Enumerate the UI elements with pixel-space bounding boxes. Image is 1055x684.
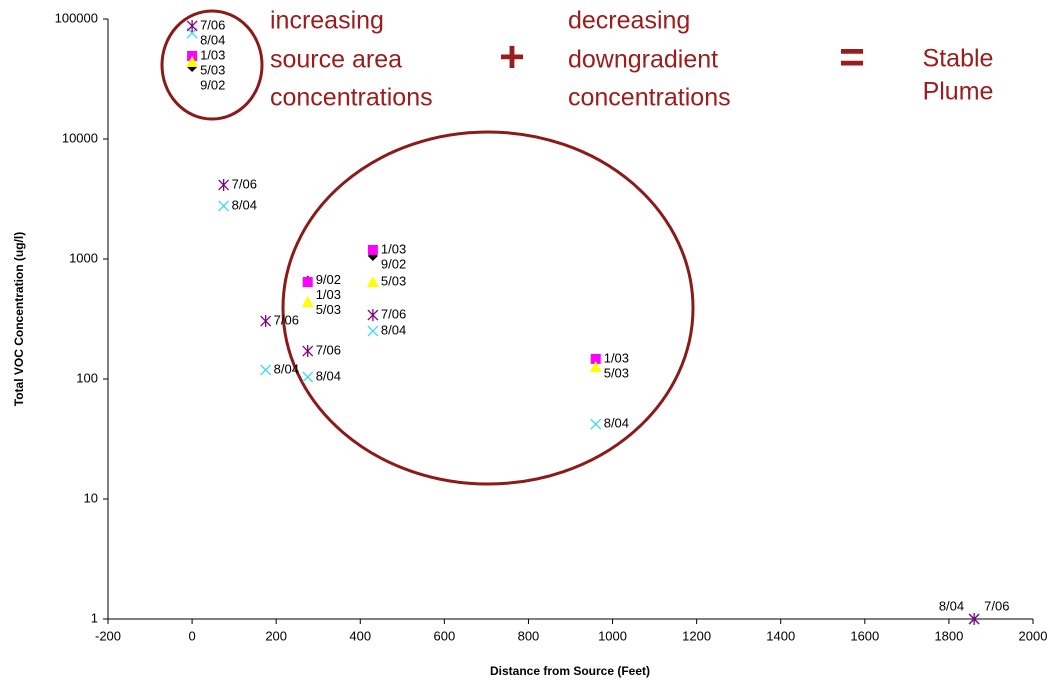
data-label: 7/06 <box>381 307 406 322</box>
point <box>186 56 199 68</box>
point <box>589 360 602 372</box>
data-label: 8/04 <box>274 361 299 376</box>
data-label: 7/06 <box>232 176 257 191</box>
x-tick-label: 1600 <box>850 628 879 643</box>
data-label: 5/03 <box>381 273 406 288</box>
y-tick-label: 10000 <box>62 130 98 145</box>
point <box>186 19 198 32</box>
data-label: 7/06 <box>316 342 341 357</box>
data-label: 5/03 <box>604 365 629 380</box>
source-ellipse <box>160 9 264 121</box>
data-label: 9/02 <box>316 272 341 287</box>
data-label: 9/02 <box>200 77 225 92</box>
point <box>590 418 602 430</box>
data-label: 1/03 <box>381 241 406 256</box>
data-label: 5/03 <box>316 302 341 317</box>
point <box>302 371 314 383</box>
data-label: 1/03 <box>604 350 629 365</box>
point <box>218 200 230 212</box>
x-tick-label: 1200 <box>682 628 711 643</box>
point <box>218 178 230 191</box>
y-tick-label: 100000 <box>55 10 98 25</box>
data-label: 1/03 <box>200 47 225 62</box>
x-tick-label: 400 <box>349 628 371 643</box>
y-tick-label: 1 <box>91 610 98 625</box>
annotation: + <box>499 33 525 82</box>
annotation: Stable <box>923 45 994 73</box>
annotation: Plume <box>923 78 994 106</box>
annotation: = <box>839 33 865 82</box>
point <box>968 613 980 625</box>
data-label: 8/04 <box>316 368 341 383</box>
point <box>302 345 314 358</box>
data-label: 8/04 <box>939 598 964 613</box>
annotation: concentrations <box>270 84 433 112</box>
point <box>301 296 314 308</box>
y-tick-label: 10 <box>84 490 98 505</box>
data-label: 5/03 <box>200 62 225 77</box>
point <box>367 309 379 322</box>
x-tick-label: 600 <box>434 628 456 643</box>
plume-ellipse <box>281 130 695 486</box>
y-tick-label: 1000 <box>69 250 98 265</box>
data-label: 1/03 <box>316 287 341 302</box>
annotation: downgradient <box>568 46 718 74</box>
annotation: source area <box>270 46 402 74</box>
x-tick-label: 800 <box>518 628 540 643</box>
data-label: 8/04 <box>200 32 225 47</box>
x-tick-label: 1000 <box>598 628 627 643</box>
point <box>367 244 378 255</box>
point <box>590 353 601 364</box>
point <box>260 315 272 328</box>
point <box>366 276 379 288</box>
x-tick-label: 200 <box>265 628 287 643</box>
data-label: 8/04 <box>381 322 406 337</box>
data-label: 7/06 <box>200 17 225 32</box>
annotation: increasing <box>270 7 384 35</box>
x-tick-label: 1400 <box>766 628 795 643</box>
y-tick-label: 100 <box>76 370 98 385</box>
x-tick-label: 2000 <box>1019 628 1048 643</box>
y-axis-title: Total VOC Concentration (ug/l) <box>12 232 26 406</box>
data-label: 8/04 <box>604 416 629 431</box>
point <box>187 50 198 61</box>
point <box>260 364 272 376</box>
data-label: 7/06 <box>984 598 1009 613</box>
x-axis-title: Distance from Source (Feet) <box>490 664 650 678</box>
data-label: 7/06 <box>274 312 299 327</box>
annotation: concentrations <box>568 84 731 112</box>
data-label: 9/02 <box>381 256 406 271</box>
point <box>302 277 313 288</box>
annotation: decreasing <box>568 7 690 35</box>
data-label: 8/04 <box>232 197 257 212</box>
x-tick-label: 0 <box>188 628 195 643</box>
point <box>367 325 379 337</box>
x-tick-label: -200 <box>95 628 121 643</box>
x-tick-label: 1800 <box>934 628 963 643</box>
